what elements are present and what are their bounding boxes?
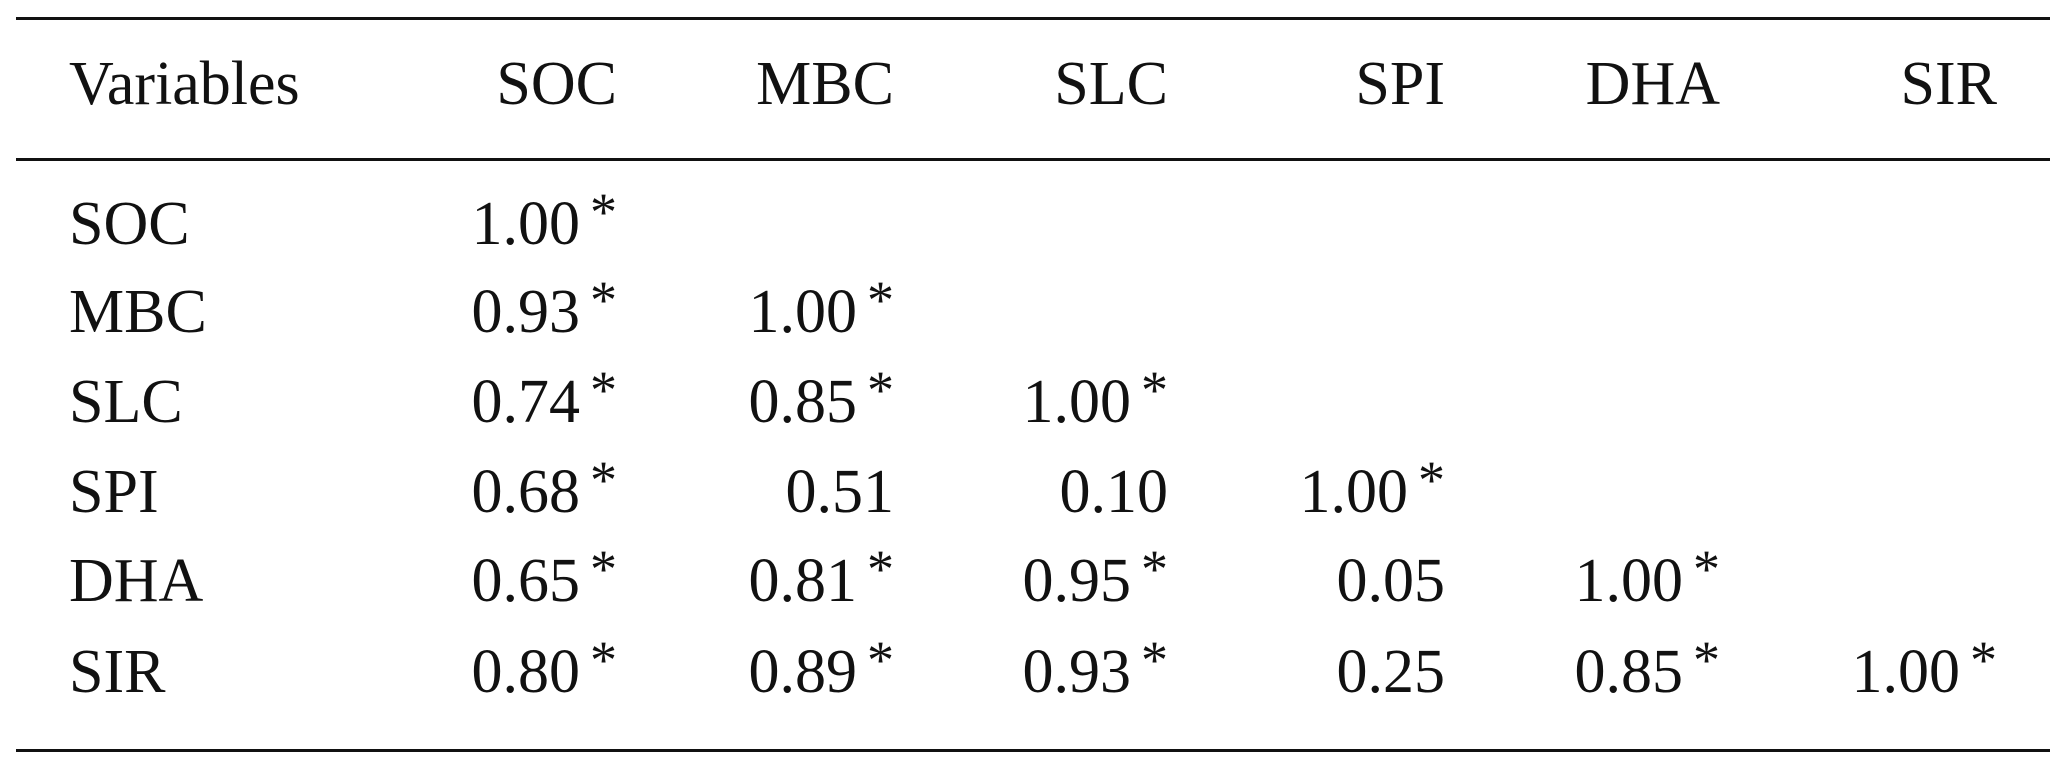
significance-mark: * <box>1141 360 1168 420</box>
coefficient: 0.89 <box>748 638 858 706</box>
correlation-cell: 0.85 * <box>748 363 895 436</box>
correlation-cell: 0.68 * <box>471 453 618 526</box>
coefficient: 0.10 <box>1059 458 1169 526</box>
coefficient: 1.00 <box>1299 458 1409 526</box>
coefficient: 0.25 <box>1336 638 1446 706</box>
coefficient: 0.68 <box>471 458 581 526</box>
significance-mark: * <box>1141 539 1168 599</box>
correlation-cell: 1.00 * <box>1574 542 1721 615</box>
correlation-cell: 0.93 * <box>1022 633 1169 706</box>
correlation-cell: 0.81 * <box>748 542 895 615</box>
coefficient: 1.00 <box>471 190 581 258</box>
column-header: SPI <box>1355 50 1445 118</box>
correlation-cell: 1.00 * <box>1022 363 1169 436</box>
significance-mark: * <box>590 270 617 330</box>
row-label: SPI <box>69 458 159 526</box>
header-label: Variables <box>69 50 300 118</box>
row-label: SOC <box>69 190 190 258</box>
column-header: SOC <box>496 50 617 118</box>
significance-mark: * <box>867 360 894 420</box>
coefficient: 0.65 <box>471 547 581 615</box>
significance-mark: * <box>867 270 894 330</box>
coefficient: 0.95 <box>1022 547 1132 615</box>
coefficient: 0.93 <box>1022 638 1132 706</box>
significance-mark: * <box>867 630 894 690</box>
top-rule <box>16 17 2050 20</box>
significance-mark: * <box>590 450 617 510</box>
row-label: DHA <box>69 547 204 615</box>
coefficient: 0.74 <box>471 368 581 436</box>
correlation-cell: 0.89 * <box>748 633 895 706</box>
significance-mark: * <box>590 539 617 599</box>
correlation-cell: 0.80 * <box>471 633 618 706</box>
correlation-cell: 0.51 <box>786 461 895 523</box>
correlation-cell: 0.85 * <box>1574 633 1721 706</box>
coefficient: 0.81 <box>748 547 858 615</box>
correlation-cell: 0.65 * <box>471 542 618 615</box>
correlation-cell: 0.05 <box>1337 550 1446 612</box>
significance-mark: * <box>590 182 617 242</box>
significance-mark: * <box>1693 630 1720 690</box>
column-header: SIR <box>1900 50 1997 118</box>
correlation-cell: 1.00 * <box>471 185 618 258</box>
correlation-cell: 0.95 * <box>1022 542 1169 615</box>
column-header: MBC <box>756 50 894 118</box>
coefficient: 0.85 <box>748 368 858 436</box>
significance-mark: * <box>867 539 894 599</box>
bottom-rule <box>16 749 2050 752</box>
coefficient: 0.51 <box>785 458 895 526</box>
row-label: SIR <box>69 638 166 706</box>
coefficient: 1.00 <box>1022 368 1132 436</box>
coefficient: 0.93 <box>471 278 581 346</box>
row-label: MBC <box>69 278 207 346</box>
significance-mark: * <box>1693 539 1720 599</box>
significance-mark: * <box>590 360 617 420</box>
correlation-cell: 1.00 * <box>1851 633 1998 706</box>
coefficient: 1.00 <box>1574 547 1684 615</box>
significance-mark: * <box>1970 630 1997 690</box>
coefficient: 1.00 <box>748 278 858 346</box>
significance-mark: * <box>1141 630 1168 690</box>
significance-mark: * <box>590 630 617 690</box>
correlation-cell: 0.74 * <box>471 363 618 436</box>
coefficient: 1.00 <box>1851 638 1961 706</box>
significance-mark: * <box>1418 450 1445 510</box>
correlation-cell: 0.25 <box>1337 641 1446 703</box>
coefficient: 0.05 <box>1336 547 1446 615</box>
coefficient: 0.80 <box>471 638 581 706</box>
row-label: SLC <box>69 368 183 436</box>
correlation-cell: 0.10 <box>1060 461 1169 523</box>
correlation-cell: 0.93 * <box>471 273 618 346</box>
header-rule <box>16 158 2050 161</box>
correlation-cell: 1.00 * <box>1299 453 1446 526</box>
column-header: SLC <box>1054 50 1168 118</box>
coefficient: 0.85 <box>1574 638 1684 706</box>
column-header: DHA <box>1585 50 1720 118</box>
correlation-cell: 1.00 * <box>748 273 895 346</box>
